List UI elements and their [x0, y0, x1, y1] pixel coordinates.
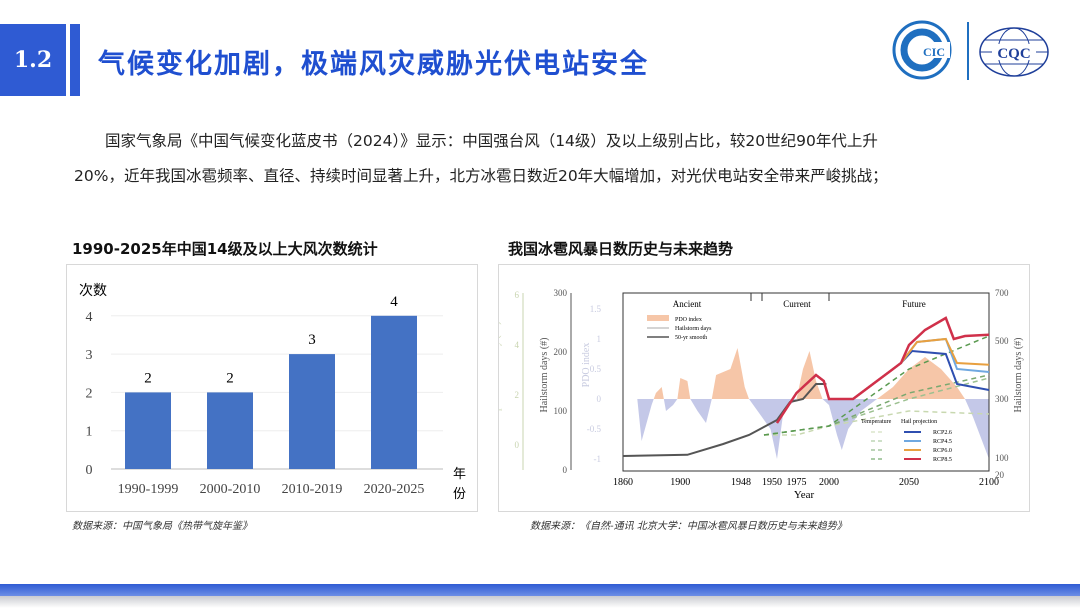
left-axis-tick: 100 [554, 406, 568, 416]
data-label: 2 [144, 370, 152, 386]
x-axis-label: Year [794, 489, 815, 501]
left-axis-tick: 2 [515, 390, 520, 400]
bar [207, 392, 253, 469]
temperature-line [763, 377, 990, 436]
period-label: Ancient [673, 299, 702, 309]
bar [125, 392, 171, 469]
logos: CIC CQC [892, 20, 1049, 80]
x-tick-label: 2020-2025 [364, 482, 425, 497]
x-tick-label: 1950 [762, 477, 782, 488]
x-tick-label: 1948 [731, 477, 751, 488]
left-axis-tick: 6 [515, 290, 520, 300]
x-tick-label: 2010-2019 [282, 482, 343, 497]
line-chart-heading: 我国冰雹风暴日数历史与未来趋势 [508, 240, 734, 258]
footer-shadow [0, 596, 1080, 608]
series-rcp8-5 [775, 316, 990, 424]
line-chart-panel: Ancient Current Future 1860 1900 1948 1950 1975… [491, 264, 1030, 512]
series-50-yr-smooth [622, 383, 827, 457]
legend-label: RCP2.6 [933, 430, 952, 436]
y-tick-label: 0 [86, 463, 93, 478]
x-tick-label: 1900 [670, 477, 690, 488]
legend-header: Temperature [861, 419, 892, 425]
right-axis-tick: 500 [995, 336, 1009, 346]
bar-chart: 次数 0 1 2 3 4 2 1990-1999 2 2000-2010 3 2010-2019 4 20… [79, 283, 466, 501]
left-axis-tick: 1 [597, 334, 602, 344]
intro-line-1: 国家气象局《中国气候变化蓝皮书（2024）》显示：中国强台风（14级）及以上级别… [105, 132, 878, 150]
left-axis-tick: -0.5 [587, 424, 602, 434]
x-tick-label: 1860 [613, 477, 633, 488]
legend-header: Hail projection [901, 419, 937, 425]
legend-label: Hailstorm days [675, 326, 712, 332]
left-axis-label: Temperature anomaly (°C) [499, 321, 502, 428]
cic-logo: CIC [892, 20, 952, 80]
data-label: 3 [308, 332, 316, 348]
right-axis-tick: 100 [995, 453, 1009, 463]
right-axis-label: Hailstorm days (#) [1013, 338, 1024, 413]
intro-paragraph: 国家气象局《中国气候变化蓝皮书（2024）》显示：中国强台风（14级）及以上级别… [74, 124, 1014, 194]
legend-label: 50-yr smooth [675, 335, 707, 341]
cqc-logo: CQC [979, 27, 1049, 77]
pdo-positive-area [637, 348, 989, 399]
x-tick-label: 1975 [787, 477, 807, 488]
svg-text:CQC: CQC [997, 46, 1030, 62]
left-axis-tick: 4 [515, 340, 520, 350]
x-tick-label: 2100 [979, 477, 999, 488]
y-tick-label: 1 [86, 425, 93, 440]
x-axis-label-2: 份 [453, 486, 466, 501]
left-axis-tick: 200 [554, 347, 568, 357]
pdo-negative-area [637, 399, 989, 459]
legend-pdo-swatch [647, 315, 669, 321]
x-tick-label: 2050 [899, 477, 919, 488]
y-tick-label: 4 [86, 310, 93, 325]
data-label: 2 [226, 370, 234, 386]
left-axis-label: PDO index [581, 343, 592, 388]
bar [289, 354, 335, 469]
left-axis-tick: 0 [563, 465, 568, 475]
section-badge-accent [70, 24, 80, 96]
y-axis-label: 次数 [79, 283, 107, 299]
right-axis-tick: 700 [995, 288, 1009, 298]
right-axis-tick: 300 [995, 394, 1009, 404]
x-tick-label: 2000-2010 [200, 482, 261, 497]
left-axis-tick: 300 [554, 288, 568, 298]
hailstorm-chart: Ancient Current Future 1860 1900 1948 1950 1975… [491, 288, 1024, 501]
line-chart-source: 数据来源：《自然-通讯 北京大学：中国冰雹风暴日数历史与未来趋势》 [530, 521, 847, 532]
bar-chart-source: 数据来源：中国气象局《热带气旋年鉴》 [72, 521, 252, 532]
bar-chart-panel: 次数 0 1 2 3 4 2 1990-1999 2 2000-2010 3 2010-2019 4 20… [66, 264, 478, 512]
legend-label: RCP6.0 [933, 448, 952, 454]
left-axis-tick: 0 [597, 394, 602, 404]
legend-label: RCP4.5 [933, 439, 952, 445]
legend-label: PDO index [675, 317, 702, 323]
temperature-line [763, 374, 990, 436]
bar-chart-heading: 1990-2025年中国14级及以上大风次数统计 [72, 240, 378, 258]
intro-line-2: 20%，近年我国冰雹频率、直径、持续时间显著上升，北方冰雹日数近20年大幅增加，… [74, 167, 888, 185]
footer-bar [0, 584, 1080, 596]
y-tick-label: 3 [86, 348, 93, 363]
x-tick-label: 1990-1999 [118, 482, 179, 497]
left-axis-label: Hailstorm days (#) [539, 338, 550, 413]
period-label: Future [902, 299, 926, 309]
y-tick-label: 2 [86, 386, 93, 401]
page-title: 气候变化加剧，极端风灾威胁光伏电站安全 [98, 49, 649, 80]
left-axis-tick: -1 [594, 454, 602, 464]
left-axis-tick: 1.5 [590, 304, 602, 314]
left-axis-tick: 0 [515, 440, 520, 450]
bar [371, 315, 417, 469]
legend-label: RCP8.5 [933, 457, 952, 463]
x-axis-label-1: 年 [453, 466, 466, 481]
data-label: 4 [390, 294, 398, 310]
section-badge: 1.2 [0, 24, 66, 96]
left-axis-tick: 0.5 [590, 364, 602, 374]
right-axis-tick: 20 [995, 470, 1005, 480]
plot-frame [622, 292, 990, 472]
period-label: Current [783, 299, 811, 309]
svg-text:CIC: CIC [923, 45, 945, 59]
temperature-line [763, 335, 990, 436]
x-tick-label: 2000 [819, 477, 839, 488]
